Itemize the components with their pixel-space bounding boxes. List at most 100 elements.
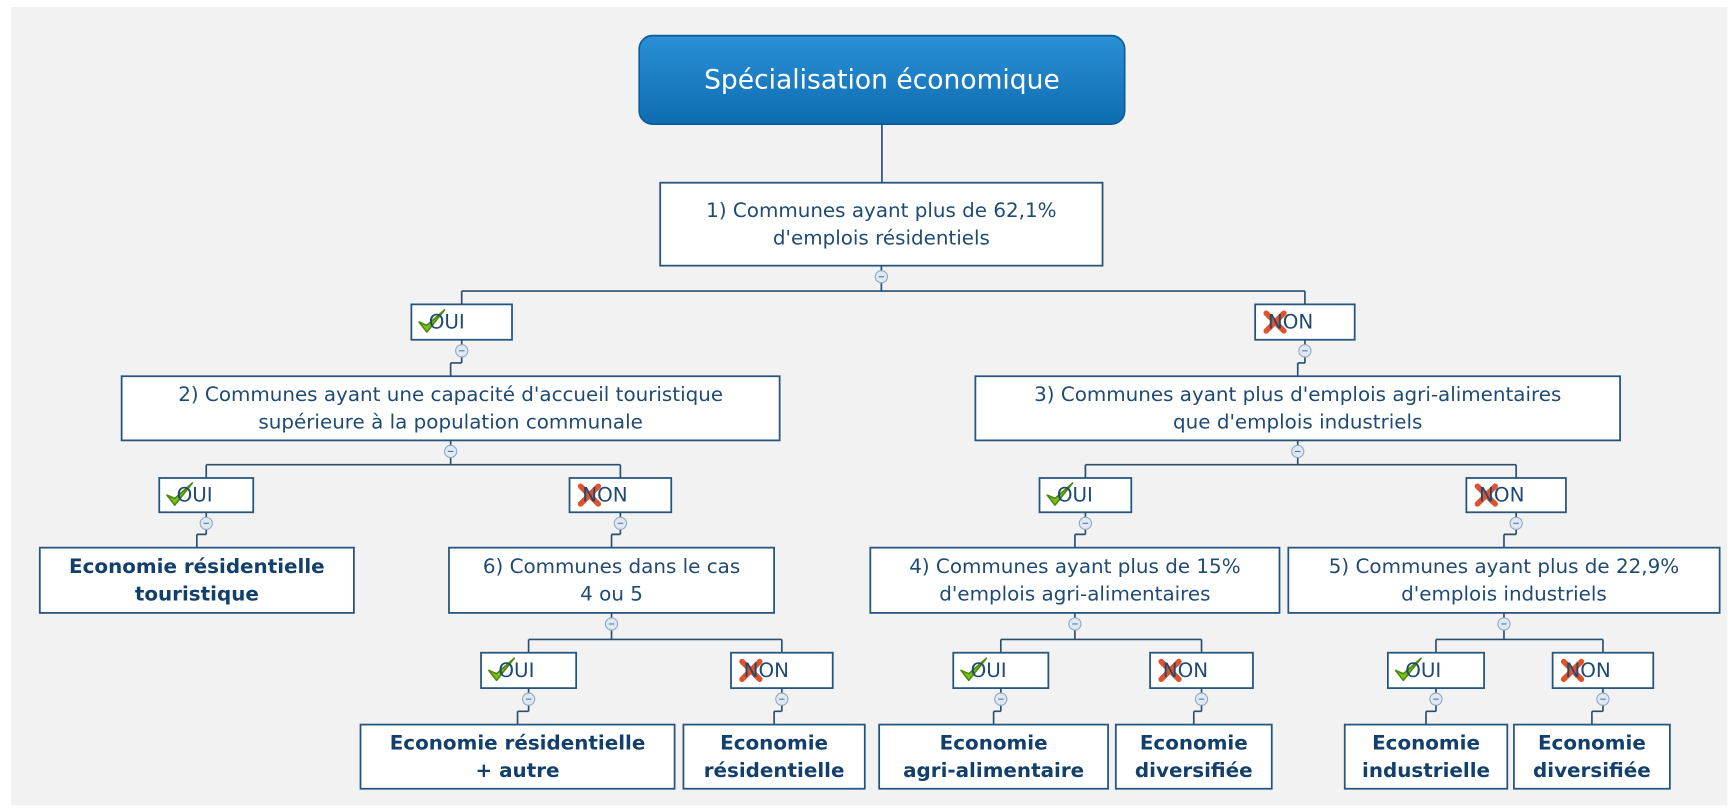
answer-node: OUI [1386,651,1485,706]
answer-node: NON [1465,477,1567,530]
answer-label: OUI [498,659,534,682]
check-icon [418,309,446,333]
question-node: 2) Communes ayant une capacité d'accueil… [120,375,781,459]
question-node: 5) Communes ayant plus de 22,9% d'emplois… [1287,546,1721,631]
answer-node: NON [568,477,673,530]
node-box [1513,723,1671,790]
cross-icon [1474,483,1498,507]
node-box [1114,723,1273,790]
leaf-node: Economie diversifiée [1513,723,1671,790]
node-box [1386,651,1485,689]
node-box [38,546,355,614]
node-box [869,546,1281,614]
answer-label: OUI [1057,484,1093,507]
node-box [1343,723,1509,790]
node-text: d'emplois résidentiels [773,227,990,250]
connector [881,124,883,184]
node-box [359,723,676,790]
node-text: Economie [1538,731,1646,754]
answer-label: OUI [971,659,1007,682]
node-text: 5) Communes ayant plus de 22,9% [1329,555,1679,578]
cross-icon [1263,310,1287,334]
node-box [974,375,1621,442]
node-box [120,375,781,442]
answer-node: NON [1551,651,1655,706]
question-node: 6) Communes dans le cas 4 ou 5 [448,546,775,631]
node-box [448,546,775,614]
node-box [480,651,578,689]
answer-label: NON [744,659,789,682]
node-text: que d'emplois industriels [1173,411,1422,434]
node-text: diversifiée [1533,759,1651,782]
node-box [659,181,1104,267]
leaf-node: Economie agri-alimentaire [878,723,1109,790]
answer-label: OUI [177,484,213,507]
answer-node: OUI [952,651,1050,706]
node-text: diversifiée [1135,759,1253,782]
answer-node: NON [1254,303,1356,358]
check-icon [1046,482,1074,506]
node-text: + autre [476,759,560,782]
node-box [1287,546,1721,614]
node-box [878,723,1109,790]
answer-label: NON [1565,659,1610,682]
question-node: 4) Communes ayant plus de 15% d'emplois a… [869,546,1281,631]
node-text: d'emplois industriels [1401,583,1607,606]
node-text: supérieure à la population communale [258,411,642,434]
cross-icon [1158,658,1182,683]
node-text: Economie [720,731,828,754]
node-box [730,651,834,689]
node-box [1465,477,1567,514]
answer-label: NON [1163,659,1208,682]
node-text: agri-alimentaire [903,759,1084,782]
node-text: 6) Communes dans le cas [483,555,740,578]
answer-node: OUI [1038,477,1133,530]
node-text: 1) Communes ayant plus de 62,1% [706,199,1056,222]
node-text: industrielle [1362,759,1490,782]
leaf-node: Economie résidentielle + autre [359,723,676,790]
check-icon [166,482,194,506]
answer-node: NON [1149,651,1254,706]
check-icon [960,657,988,682]
node-text: Economie [1372,731,1480,754]
answer-node: OUI [480,651,578,706]
node-text: Economie [940,731,1048,754]
node-text: d'emplois agri-alimentaires [939,583,1210,606]
node-text: 4) Communes ayant plus de 15% [909,555,1240,578]
node-box [1038,477,1133,514]
node-text: Economie [1140,731,1248,754]
node-text: 4 ou 5 [580,583,643,606]
node-text: 3) Communes ayant plus d'emplois agri-al… [1034,383,1561,406]
leaf-node: Economie résidentielle [682,723,866,790]
answer-node: OUI [158,477,255,530]
leaf-node: Economie industrielle [1343,723,1509,790]
node-box [682,723,866,790]
answer-label: OUI [1405,659,1441,682]
check-icon [1394,657,1422,682]
node-text: touristique [135,583,259,606]
cross-icon [739,658,763,683]
node-text: Economie résidentielle [390,731,646,754]
node-text: Economie résidentielle [69,555,325,578]
leaf-node: Economie résidentielle touristique [38,546,355,614]
node-text: résidentielle [704,759,845,782]
root-title: Spécialisation économique [704,64,1060,95]
cross-icon [1560,658,1585,683]
node-box [410,303,513,341]
node-box [952,651,1050,689]
question-node: 3) Communes ayant plus d'emplois agri-al… [974,375,1621,459]
node-text: 2) Communes ayant une capacité d'accueil… [178,383,723,406]
answer-label: OUI [429,311,465,334]
cross-icon [577,483,602,507]
answer-node: NON [730,651,834,706]
answer-label: NON [1268,311,1313,334]
answer-label: NON [582,484,627,507]
question-node: 1) Communes ayant plus de 62,1% d'emplois… [659,181,1104,284]
node-box [158,477,255,514]
check-icon [487,657,516,682]
answer-label: NON [1479,484,1524,507]
leaf-node: Economie diversifiée [1114,723,1273,790]
answer-node: OUI [410,303,513,358]
